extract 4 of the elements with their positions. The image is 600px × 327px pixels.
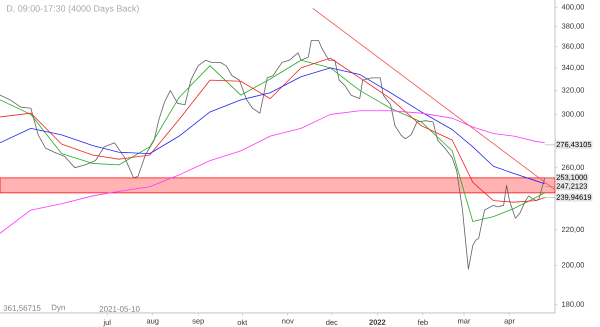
line-series — [0, 110, 546, 234]
text: D, 09:00-17:30 (4000 Days Back) — [7, 5, 139, 14]
line-series — [0, 40, 546, 270]
line-series — [0, 67, 546, 184]
